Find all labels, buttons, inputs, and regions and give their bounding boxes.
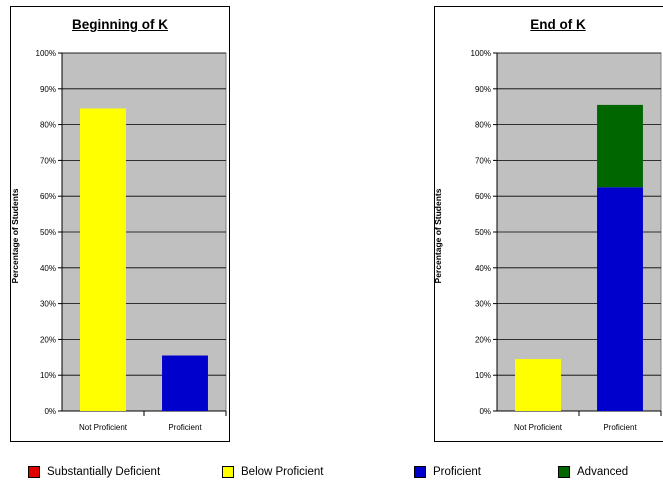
bar <box>515 359 561 411</box>
bar <box>162 355 208 411</box>
legend-swatch <box>222 466 234 478</box>
y-tick-label: 10% <box>475 371 491 380</box>
legend-swatch <box>28 466 40 478</box>
y-tick-label: 0% <box>479 407 491 416</box>
y-tick-label: 50% <box>475 228 491 237</box>
y-tick-label: 30% <box>40 300 56 309</box>
legend-item-substantially-deficient: Substantially Deficient <box>28 466 160 478</box>
x-tick-label: Proficient <box>168 423 202 432</box>
bar <box>597 104 643 188</box>
x-tick-label: Not Proficient <box>514 423 563 432</box>
legend-swatch <box>558 466 570 478</box>
y-tick-label: 80% <box>475 121 491 130</box>
y-tick-label: 70% <box>475 156 491 165</box>
y-tick-label: 90% <box>40 85 56 94</box>
legend-label: Substantially Deficient <box>47 466 161 478</box>
legend-label: Below Proficient <box>241 466 324 478</box>
legend-label: Advanced <box>577 466 629 478</box>
x-tick-label: Not Proficient <box>79 423 128 432</box>
chart-plot-beginning: 0% 10% 20% 30% 40% 50% 60% 70% 80% 90% 100% Not Pro… <box>36 49 227 432</box>
chart-plot-end: 0% 10% 20% 30% 40% 50% 60% 70% 80% 90% 100% Not Pro… <box>471 49 662 432</box>
y-tick-label: 60% <box>475 192 491 201</box>
y-tick-label: 100% <box>36 49 56 58</box>
chart-title: Beginning of K <box>72 17 168 32</box>
y-tick-label: 70% <box>40 156 56 165</box>
legend-swatch <box>414 466 426 478</box>
y-tick-label: 90% <box>475 85 491 94</box>
legend: Substantially Deficient Below Proficient… <box>0 466 663 488</box>
x-tick-label: Proficient <box>603 423 637 432</box>
y-tick-label: 100% <box>471 49 491 58</box>
legend-item-proficient: Proficient <box>414 466 481 478</box>
legend-item-advanced: Advanced <box>558 466 628 478</box>
y-tick-label: 20% <box>475 335 491 344</box>
legend-item-below-proficient: Below Proficient <box>222 466 323 478</box>
y-tick-label: 30% <box>475 300 491 309</box>
y-tick-label: 20% <box>40 335 56 344</box>
y-tick-label: 0% <box>44 407 56 416</box>
y-tick-label: 50% <box>40 228 56 237</box>
y-tick-label: 60% <box>40 192 56 201</box>
legend-label: Proficient <box>433 466 481 478</box>
y-tick-label: 80% <box>40 121 56 130</box>
chart-panel-beginning: Beginning of K Percentage of Students 0%… <box>10 6 230 442</box>
chart-panel-end: End of K Percentage of Students 0% 10% 20%… <box>433 6 663 442</box>
y-tick-label: 40% <box>475 264 491 273</box>
bar <box>597 187 643 411</box>
y-tick-label: 40% <box>40 264 56 273</box>
chart-title: End of K <box>530 17 586 32</box>
y-tick-label: 10% <box>40 371 56 380</box>
bar <box>80 108 126 412</box>
